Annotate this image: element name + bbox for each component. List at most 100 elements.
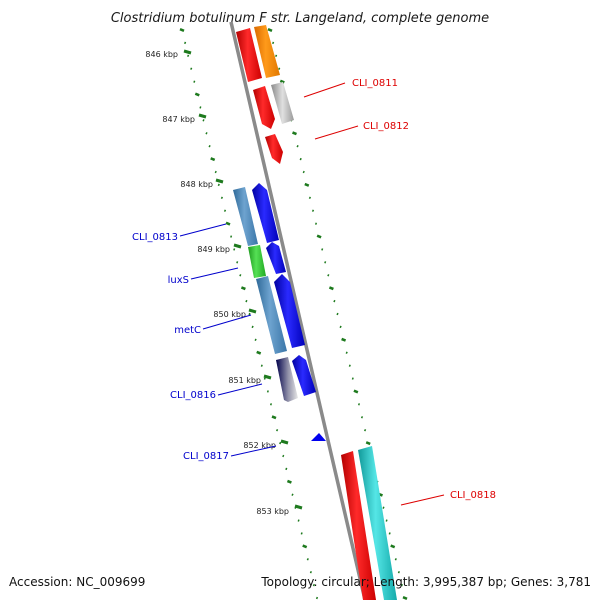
scale-dot: [302, 544, 308, 549]
scale-dot: [278, 67, 281, 70]
gene-feature[interactable]: [358, 446, 397, 600]
scale-dot: [364, 428, 367, 432]
scale-dot: [328, 286, 334, 291]
scale-dot: [300, 532, 303, 535]
gene-label[interactable]: CLI_0812: [363, 121, 409, 132]
forward-strand-features: [236, 25, 397, 600]
gene-label[interactable]: CLI_0817: [183, 451, 229, 462]
scale-tick-label: 853 kbp: [256, 507, 289, 516]
gene-feature[interactable]: [341, 451, 376, 600]
scale-dot: [190, 67, 193, 70]
scale-dot: [279, 79, 285, 84]
scale-dot: [297, 519, 300, 522]
scale-ticks: 846 kbp 847 kbp 848 kbp 849 kbp 850 kbp …: [145, 49, 303, 516]
gene-feature[interactable]: [276, 357, 298, 402]
scale-dot: [336, 312, 339, 316]
leader-line: [179, 223, 227, 237]
scale-dot: [208, 144, 211, 148]
gene-feature[interactable]: [274, 274, 305, 348]
scale-dot: [240, 286, 246, 291]
scale-dot: [220, 196, 223, 200]
leader-line: [230, 445, 277, 457]
gene-feature[interactable]: [254, 25, 280, 78]
gene-feature[interactable]: [233, 187, 258, 246]
scale-dot: [314, 222, 318, 225]
scale-tick-mark: [215, 178, 224, 184]
scale-tick-mark: [183, 49, 192, 55]
scale-dot: [402, 595, 408, 600]
gene-label[interactable]: CLI_0813: [132, 232, 178, 243]
scale-track-outer: [267, 27, 408, 600]
gene-label[interactable]: CLI_0818: [450, 490, 496, 501]
scale-dot: [312, 583, 315, 587]
scale-dot: [315, 596, 319, 600]
topology-summary: Topology: circular; Length: 3,995,387 bp…: [260, 575, 591, 589]
scale-dot: [341, 337, 347, 342]
scale-tick-label: 848 kbp: [180, 180, 213, 189]
scale-dot: [400, 583, 403, 587]
scale-dot: [260, 364, 263, 367]
scale-dot: [321, 248, 324, 251]
scale-dot: [202, 119, 205, 122]
scale-dot: [316, 234, 322, 239]
gene-label[interactable]: CLI_0816: [170, 390, 216, 401]
gene-feature[interactable]: [265, 134, 283, 164]
scale-dot: [285, 467, 288, 471]
scale-dot: [327, 274, 330, 277]
scale-dot: [333, 299, 336, 303]
scale-dot: [279, 441, 282, 445]
scale-dot: [239, 274, 242, 277]
scale-tick-label: 847 kbp: [162, 115, 195, 124]
gene-feature[interactable]: [236, 28, 262, 82]
leader-line: [303, 82, 346, 98]
gene-feature[interactable]: [248, 245, 266, 278]
scale-dot: [256, 350, 262, 355]
scale-tick-label: 850 kbp: [213, 310, 246, 319]
scale-dot: [245, 299, 248, 303]
gene-feature[interactable]: [253, 86, 275, 129]
scale-dot: [299, 157, 302, 161]
scale-dot: [210, 157, 216, 162]
scale-dot: [351, 377, 354, 380]
gene-label[interactable]: luxS: [168, 275, 189, 286]
scale-dot: [214, 170, 217, 174]
scale-dot: [394, 558, 397, 561]
gene-feature[interactable]: [311, 433, 326, 441]
scale-dot: [388, 532, 391, 535]
scale-dot: [271, 415, 277, 420]
scale-dot: [304, 182, 310, 187]
gene-feature[interactable]: [292, 355, 316, 396]
scale-dot: [390, 544, 396, 549]
scale-tick-mark: [248, 308, 257, 314]
scale-dot: [296, 144, 299, 148]
scale-dot: [272, 41, 275, 45]
scale-dot: [194, 92, 200, 97]
scale-dot: [339, 325, 342, 329]
gene-label[interactable]: CLI_0811: [352, 78, 398, 89]
scale-dot: [230, 235, 233, 238]
scale-dot: [282, 454, 285, 458]
gene-feature[interactable]: [252, 183, 279, 243]
scale-dot: [360, 416, 364, 419]
gene-feature[interactable]: [266, 242, 286, 274]
scale-dot: [223, 209, 227, 212]
gene-label[interactable]: metC: [174, 325, 201, 336]
scale-tick-mark: [198, 113, 207, 119]
scale-dot: [382, 506, 385, 509]
scale-dot: [193, 80, 196, 83]
leader-line: [190, 267, 239, 280]
scale-dot: [254, 338, 257, 342]
scale-dot: [248, 312, 251, 316]
gene-feature[interactable]: [271, 82, 294, 124]
scale-tick-mark: [280, 439, 289, 445]
scale-dot: [306, 558, 309, 561]
scale-dot: [269, 403, 273, 406]
scale-tick-label: 849 kbp: [197, 245, 230, 254]
scale-tick-mark: [233, 243, 242, 249]
scale-dot: [217, 183, 220, 187]
scale-dot: [236, 261, 239, 264]
scale-dot: [187, 54, 190, 58]
accession-text: Accession: NC_009699: [9, 575, 145, 589]
gene-feature[interactable]: [256, 276, 287, 354]
